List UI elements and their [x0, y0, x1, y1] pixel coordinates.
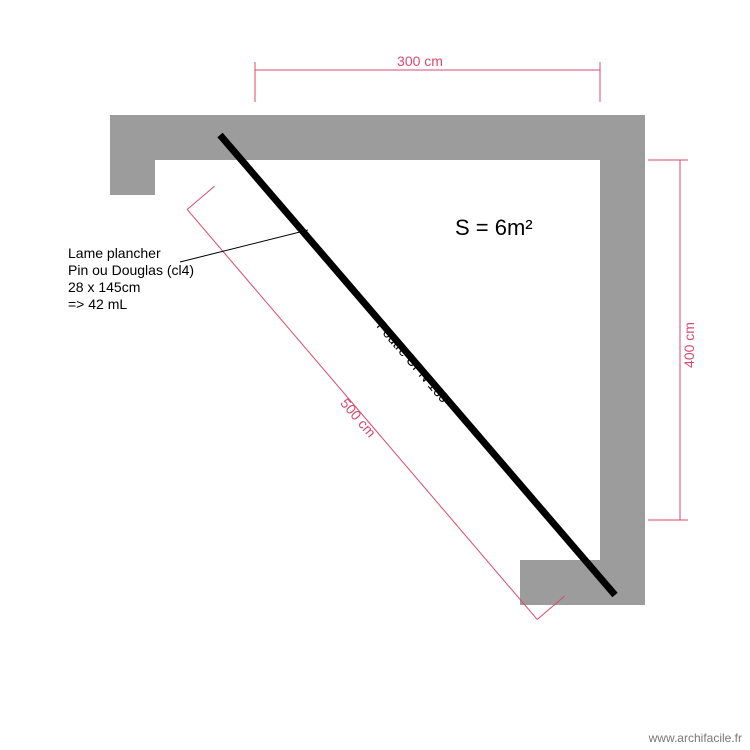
wall-stub-left — [110, 115, 155, 195]
floor-plank — [0, 0, 697, 750]
note-line4: => 42 mL — [68, 296, 127, 312]
dimension-diagonal: 500 cm — [187, 186, 564, 619]
floor-plank — [0, 0, 661, 750]
floor-plank — [0, 0, 679, 750]
dimension-right-label: 400 cm — [681, 322, 697, 368]
wall-right — [600, 115, 645, 605]
note-line1: Lame plancher — [68, 245, 161, 261]
dimension-top: 300 cm — [255, 53, 600, 102]
dimension-diagonal-label: 500 cm — [337, 395, 379, 440]
watermark: www.archifacile.fr — [648, 731, 742, 745]
floor-plank — [0, 0, 642, 750]
note-line3: 28 x 145cm — [68, 279, 140, 295]
beam-label: Poutre UPN 160 — [374, 318, 453, 406]
floor-plank — [0, 0, 624, 750]
wall-top — [110, 115, 600, 160]
dimension-top-label: 300 cm — [397, 53, 443, 69]
note-line2: Pin ou Douglas (cl4) — [68, 262, 194, 278]
dimension-right: 400 cm — [648, 160, 697, 520]
area-label: S = 6m² — [455, 215, 533, 240]
note-pointer — [180, 230, 308, 262]
wall-stub-bottom — [520, 560, 645, 605]
